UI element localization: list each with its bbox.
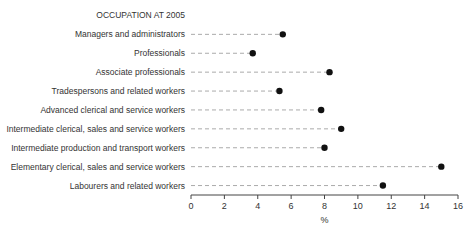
x-tick — [424, 195, 425, 199]
dot — [321, 145, 327, 151]
stem — [191, 91, 279, 92]
x-tick — [191, 195, 192, 199]
dot — [276, 88, 282, 94]
x-axis: 0 2 4 6 8 10 12 14 16% — [188, 195, 463, 225]
x-axis-label: % — [320, 215, 328, 225]
chart: OCCUPATION AT 2005 Managers and administr… — [0, 0, 472, 227]
x-tick — [357, 195, 358, 199]
x-tick-label: 14 — [420, 201, 430, 211]
x-tick — [224, 195, 225, 199]
x-tick — [458, 195, 459, 199]
dot — [318, 107, 324, 113]
x-tick — [324, 195, 325, 199]
stem — [191, 53, 253, 54]
category-label: Managers and administrators — [75, 29, 185, 39]
x-tick-label: 8 — [322, 201, 327, 211]
x-tick-label: 12 — [386, 201, 396, 211]
category-labels: OCCUPATION AT 2005 Managers and administr… — [6, 10, 185, 190]
stem — [191, 72, 330, 73]
stem — [191, 128, 341, 129]
category-label: Associate professionals — [96, 67, 185, 77]
dot — [438, 163, 444, 169]
x-tick-label: 4 — [255, 201, 260, 211]
category-label: Elementary clerical, sales and service w… — [11, 162, 185, 172]
x-tick — [391, 195, 392, 199]
x-tick-label: 10 — [353, 201, 363, 211]
marks — [191, 31, 445, 189]
x-tick-label: 16 — [453, 201, 463, 211]
x-tick-label: 2 — [222, 201, 227, 211]
category-label: Intermediate clerical, sales and service… — [6, 124, 185, 134]
stem — [191, 166, 441, 167]
category-label: Professionals — [134, 48, 185, 58]
category-label: Intermediate production and transport wo… — [11, 143, 185, 153]
x-tick-label: 0 — [188, 201, 193, 211]
dot — [280, 31, 286, 37]
x-tick — [291, 195, 292, 199]
x-tick-label: 6 — [289, 201, 294, 211]
dot — [380, 182, 386, 188]
dot — [338, 126, 344, 132]
stem — [191, 185, 383, 186]
dot — [326, 69, 332, 75]
category-label: Tradespersons and related workers — [52, 86, 185, 96]
stem — [191, 147, 325, 148]
category-label: Advanced clerical and service workers — [40, 105, 185, 115]
stem — [191, 109, 321, 110]
dot — [250, 50, 256, 56]
category-label: OCCUPATION AT 2005 — [96, 10, 185, 20]
stem — [191, 34, 283, 35]
x-tick — [257, 195, 258, 199]
category-label: Labourers and related workers — [70, 181, 185, 191]
